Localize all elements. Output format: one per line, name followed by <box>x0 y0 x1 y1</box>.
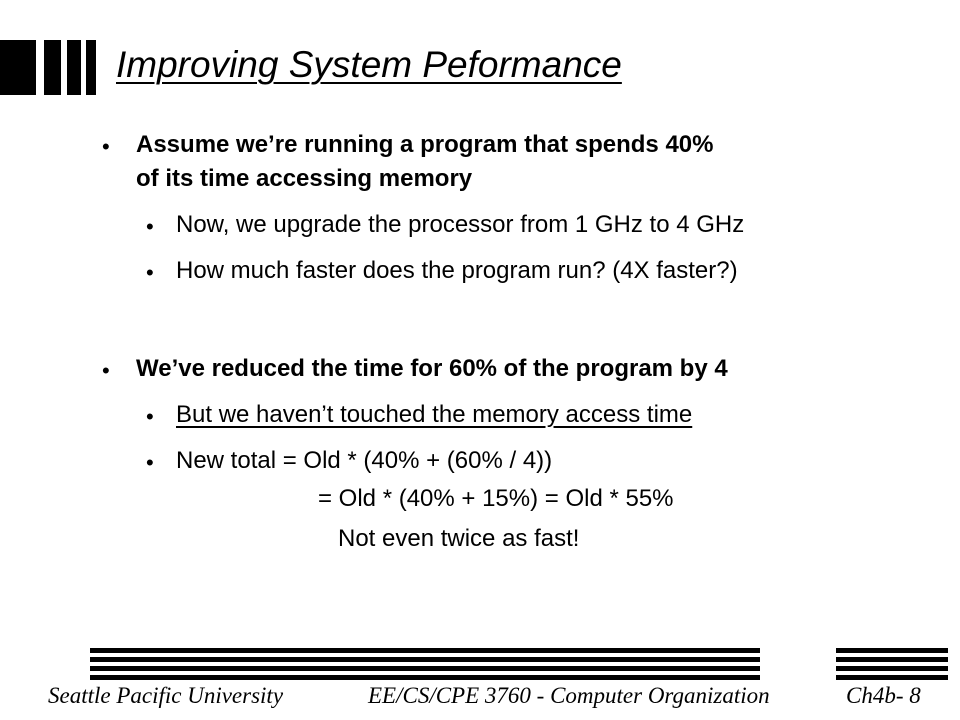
bullet-dot: • <box>146 214 154 239</box>
point-2-sub-1: But we haven’t touched the memory access… <box>176 401 693 428</box>
footer-bar <box>836 666 948 671</box>
point-1-sub-1: Now, we upgrade the processor from 1 GHz… <box>176 211 745 238</box>
bullet-dot: • <box>102 358 110 383</box>
point-1-line-1: Assume we’re running a program that spen… <box>136 131 714 158</box>
point-2-continuation-1: = Old * (40% + 15%) = Old * 55% <box>318 485 674 512</box>
header-bar <box>44 40 61 95</box>
footer-bar <box>836 657 948 662</box>
header-bar <box>0 40 36 95</box>
footer-decorative-bars <box>90 648 760 680</box>
footer-bar <box>836 648 948 653</box>
header-bar <box>86 40 96 95</box>
bullet-dot: • <box>146 260 154 285</box>
point-1-sub-2: How much faster does the program run? (4… <box>176 257 738 284</box>
footer-bar <box>836 675 948 680</box>
footer-bar <box>90 657 760 662</box>
slide-title: Improving System Peformance <box>116 44 622 85</box>
footer-slide-number: Ch4b- 8 <box>846 683 921 708</box>
bullet-dot: • <box>146 450 154 475</box>
footer-decorative-bars-right <box>836 648 948 680</box>
point-1-line-2: of its time accessing memory <box>136 165 473 192</box>
footer-institution: Seattle Pacific University <box>48 683 284 708</box>
header-bar <box>67 40 81 95</box>
bullet-dot: • <box>146 404 154 429</box>
footer-bar <box>90 675 760 680</box>
footer-course: EE/CS/CPE 3760 - Computer Organization <box>368 683 770 708</box>
point-2-continuation-2: Not even twice as fast! <box>338 525 580 552</box>
bullet-dot: • <box>102 134 110 159</box>
header-decorative-bars <box>0 40 110 95</box>
footer-bar <box>90 648 760 653</box>
footer-bar <box>90 666 760 671</box>
point-2-line-1: We’ve reduced the time for 60% of the pr… <box>136 355 728 382</box>
point-2-sub-2: New total = Old * (40% + (60% / 4)) <box>176 447 553 474</box>
